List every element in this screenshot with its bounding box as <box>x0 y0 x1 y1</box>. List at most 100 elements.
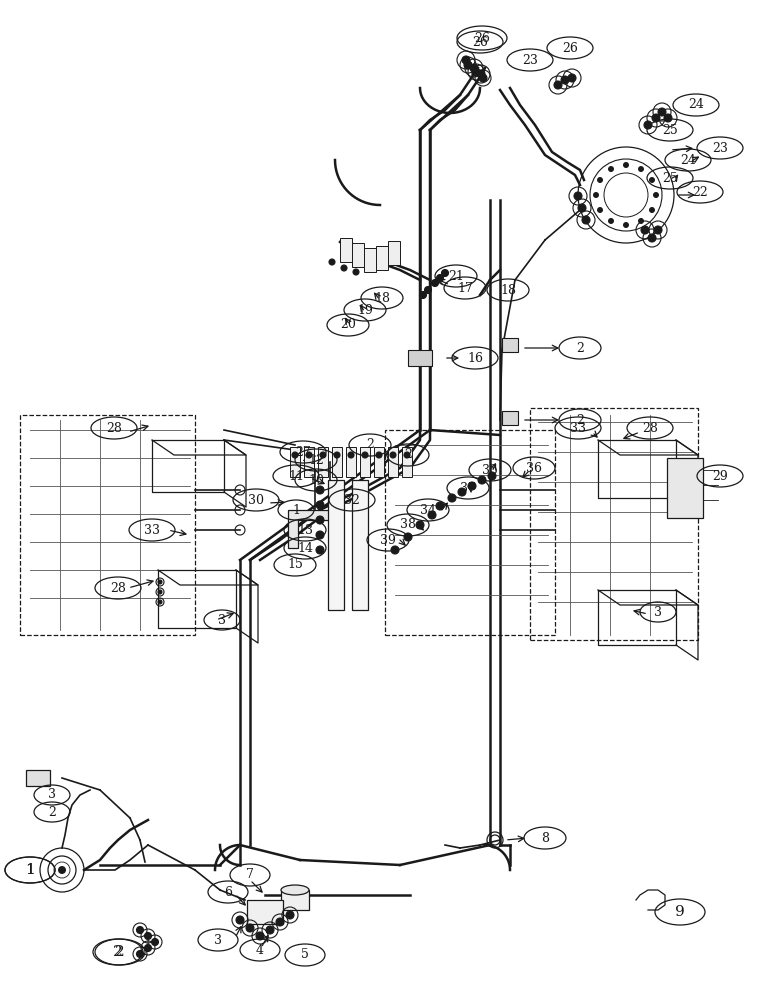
Bar <box>26 770 50 786</box>
Circle shape <box>488 472 496 480</box>
Circle shape <box>472 68 480 76</box>
Circle shape <box>137 926 144 934</box>
Circle shape <box>574 192 582 200</box>
Circle shape <box>597 177 603 183</box>
Circle shape <box>462 56 470 64</box>
Bar <box>408 350 432 366</box>
Circle shape <box>653 192 659 198</box>
Circle shape <box>144 944 151 952</box>
Text: 24: 24 <box>680 153 696 166</box>
Circle shape <box>404 452 410 458</box>
Circle shape <box>404 533 412 541</box>
Circle shape <box>608 218 614 224</box>
Text: 3: 3 <box>214 934 222 946</box>
Bar <box>402 447 412 477</box>
Text: 28: 28 <box>110 582 126 594</box>
Text: 26: 26 <box>474 31 490 44</box>
Text: 37: 37 <box>460 482 476 494</box>
Circle shape <box>428 511 436 519</box>
Bar <box>346 447 356 477</box>
Circle shape <box>286 911 294 919</box>
Circle shape <box>151 938 158 946</box>
Circle shape <box>362 452 368 458</box>
Ellipse shape <box>281 885 309 895</box>
Text: 2: 2 <box>113 945 123 959</box>
Circle shape <box>638 166 644 172</box>
Text: 27: 27 <box>295 446 311 458</box>
Text: 23: 23 <box>712 141 728 154</box>
Circle shape <box>420 292 427 298</box>
Circle shape <box>479 74 487 82</box>
Text: 2: 2 <box>576 342 584 355</box>
Text: 2: 2 <box>404 448 412 462</box>
Circle shape <box>436 502 444 510</box>
Text: 24: 24 <box>688 99 704 111</box>
Text: 28: 28 <box>642 422 658 434</box>
Text: 32: 32 <box>344 493 360 506</box>
Text: 33: 33 <box>144 524 160 536</box>
Circle shape <box>424 286 431 294</box>
Bar <box>318 447 328 477</box>
Text: 3: 3 <box>48 788 56 802</box>
Circle shape <box>137 950 144 958</box>
Text: 14: 14 <box>297 542 313 554</box>
Text: 35: 35 <box>482 464 498 477</box>
Circle shape <box>649 207 655 213</box>
Circle shape <box>436 274 444 282</box>
Circle shape <box>246 924 254 932</box>
Text: 33: 33 <box>570 422 586 434</box>
Bar <box>667 458 703 518</box>
Circle shape <box>448 494 456 502</box>
Circle shape <box>442 269 449 276</box>
Circle shape <box>316 486 324 494</box>
Text: 38: 38 <box>400 518 416 532</box>
Circle shape <box>391 546 399 554</box>
Text: 7: 7 <box>246 868 254 882</box>
Circle shape <box>477 70 485 78</box>
Bar <box>20 415 195 635</box>
Circle shape <box>158 580 162 584</box>
Bar <box>352 243 364 267</box>
Bar <box>332 447 342 477</box>
Text: 20: 20 <box>340 318 356 332</box>
Text: 26: 26 <box>472 35 488 48</box>
Text: 21: 21 <box>448 269 464 282</box>
Text: 39: 39 <box>380 534 396 546</box>
Circle shape <box>464 61 472 69</box>
Circle shape <box>568 74 576 82</box>
Text: 2: 2 <box>366 438 374 452</box>
Text: 19: 19 <box>357 304 373 316</box>
Text: 10: 10 <box>308 474 324 487</box>
Text: 18: 18 <box>500 284 516 296</box>
Circle shape <box>390 452 396 458</box>
Polygon shape <box>288 510 340 548</box>
Circle shape <box>334 452 340 458</box>
Bar <box>374 447 384 477</box>
Circle shape <box>641 226 649 234</box>
Text: 5: 5 <box>301 948 309 962</box>
Circle shape <box>353 269 359 275</box>
Text: 3: 3 <box>218 613 226 626</box>
Circle shape <box>316 516 324 524</box>
Text: 18: 18 <box>374 292 390 304</box>
Circle shape <box>316 501 324 509</box>
Text: 36: 36 <box>526 462 542 475</box>
Circle shape <box>652 114 660 122</box>
Circle shape <box>608 166 614 172</box>
Text: 1: 1 <box>25 863 35 877</box>
Circle shape <box>58 866 66 874</box>
Circle shape <box>468 482 476 490</box>
Text: 1: 1 <box>292 504 300 516</box>
Text: 9: 9 <box>675 905 685 919</box>
Text: 13: 13 <box>297 524 313 536</box>
Text: 26: 26 <box>562 41 578 54</box>
Circle shape <box>644 121 652 129</box>
Circle shape <box>654 226 662 234</box>
Text: 2: 2 <box>576 414 584 426</box>
Text: 34: 34 <box>420 504 436 516</box>
Circle shape <box>144 932 151 940</box>
Bar <box>388 447 398 477</box>
Circle shape <box>561 76 569 84</box>
Circle shape <box>478 476 486 484</box>
Text: 17: 17 <box>457 282 473 294</box>
